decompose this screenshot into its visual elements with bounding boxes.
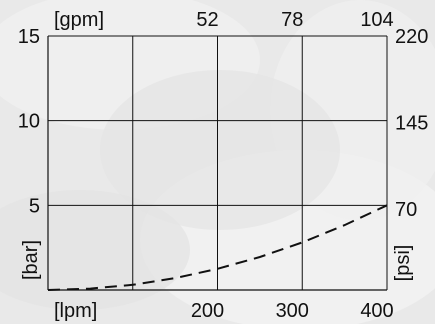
top-tick-label: 52 (196, 9, 218, 31)
background-shade (100, 70, 340, 230)
grid (47, 35, 388, 291)
bottom-tick-label: 400 (360, 300, 393, 322)
right-axis-unit: [psi] (392, 245, 414, 282)
bottom-tick-label: 300 (276, 300, 309, 322)
left-tick-label: 10 (18, 111, 40, 133)
top-axis-unit: [gpm] (54, 9, 104, 31)
axis-labels: 5 10 15 70 145 220 200 300 400 52 78 104 [gpm] [lpm] [… (18, 9, 429, 322)
top-tick-label: 104 (360, 9, 393, 31)
top-tick-label: 78 (281, 9, 303, 31)
right-tick-label: 220 (395, 26, 428, 48)
right-tick-label: 70 (395, 199, 417, 221)
left-axis-unit: [bar] (20, 240, 42, 280)
bottom-axis-unit: [lpm] (54, 300, 97, 322)
series-line-0 (47, 204, 388, 291)
left-tick-label: 5 (29, 195, 40, 217)
bottom-tick-label: 200 (191, 300, 224, 322)
series-layer (47, 204, 388, 291)
left-tick-label: 15 (18, 26, 40, 48)
right-tick-label: 145 (395, 113, 428, 135)
